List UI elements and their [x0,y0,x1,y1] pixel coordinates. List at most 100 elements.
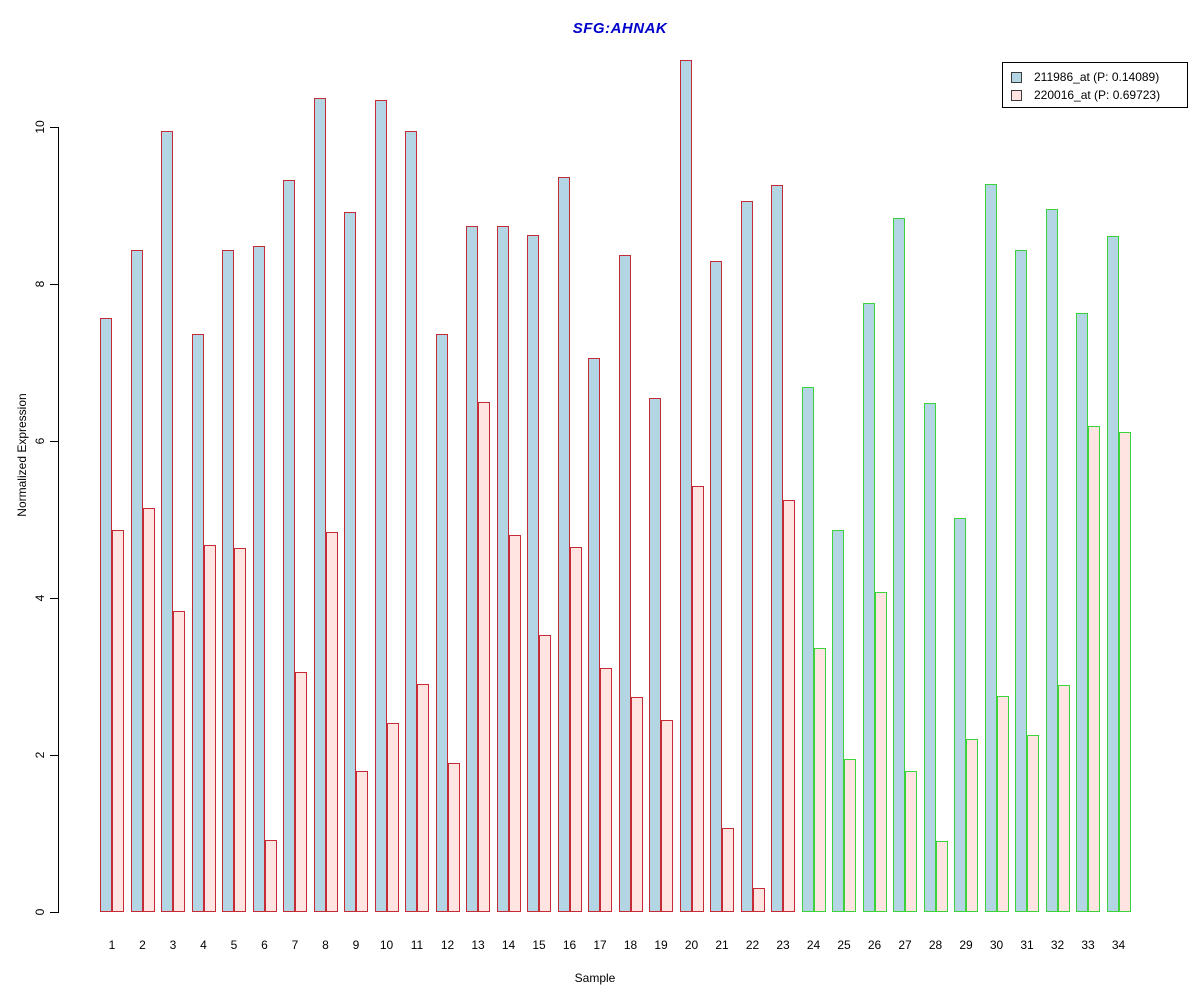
bar-series1-sample-7 [283,180,295,912]
x-tick-label: 11 [410,938,424,952]
bar-series1-sample-26 [862,303,875,912]
bar-series1-sample-32 [1045,209,1058,912]
legend-swatch-series1-icon [1011,71,1022,83]
y-axis-line [58,127,59,913]
bar-series2-sample-4 [203,545,216,912]
bar-series2-sample-24 [813,648,826,912]
x-tick-label: 34 [1111,938,1126,952]
x-tick-label: 4 [200,938,207,952]
bar-series1-sample-31 [1015,250,1027,912]
y-tick [50,755,58,756]
bar-series2-sample-5 [234,548,246,912]
bar-series1-sample-18 [618,255,631,912]
legend-item: 211986_at (P: 0.14089) [1011,68,1179,86]
x-tick-label: 2 [139,938,146,952]
x-tick-label: 26 [867,938,882,952]
bar-series2-sample-11 [417,684,429,912]
legend-item: 220016_at (P: 0.69723) [1011,86,1179,104]
x-tick-label: 6 [261,938,268,952]
bar-series2-sample-21 [722,828,734,912]
bar-series2-sample-22 [752,888,765,912]
legend-label-series1: 211986_at (P: 0.14089) [1034,70,1160,84]
x-tick-label: 7 [291,938,299,952]
bar-series2-sample-9 [356,771,368,912]
bar-series1-sample-23 [771,185,783,912]
chart-title: SFG:AHNAK [572,20,668,37]
bar-series2-sample-17 [600,668,612,912]
bar-series1-sample-25 [832,530,844,912]
x-tick-label: 20 [684,938,699,952]
bar-series1-sample-14 [496,226,509,912]
bar-series2-sample-8 [325,532,338,912]
bar-series2-sample-32 [1057,685,1070,912]
y-tick-label: 6 [33,437,47,445]
x-tick-label: 23 [776,938,790,952]
legend-label-series2: 220016_at (P: 0.69723) [1034,88,1161,102]
bar-series2-sample-29 [966,739,978,912]
bar-series2-sample-13 [478,402,490,912]
x-tick-label: 18 [623,938,638,952]
x-tick-label: 24 [806,938,821,952]
x-tick-label: 14 [501,938,516,952]
x-tick-label: 21 [715,938,729,952]
x-tick-label: 22 [745,938,760,952]
bar-series1-sample-12 [435,334,448,912]
x-tick-label: 9 [352,938,360,952]
bar-series1-sample-3 [161,131,173,912]
bar-series1-sample-2 [130,250,143,912]
bar-series1-sample-33 [1076,313,1088,912]
bar-series2-sample-34 [1118,432,1131,912]
x-tick-label: 25 [837,938,851,952]
bar-series1-sample-29 [954,518,966,912]
x-tick-label: 28 [928,938,943,952]
bar-series1-sample-27 [893,218,905,912]
bar-series2-sample-1 [112,530,124,912]
bar-series2-sample-20 [691,486,704,912]
y-tick-label: 0 [33,908,47,916]
bar-series2-sample-7 [295,672,307,912]
bar-series1-sample-15 [527,235,539,912]
y-tick-label: 10 [33,120,47,134]
bar-series1-sample-21 [710,261,722,912]
bar-series2-sample-27 [905,771,917,912]
bar-series1-sample-22 [740,201,753,912]
bar-series1-sample-11 [405,131,417,912]
bar-series2-sample-25 [844,759,856,912]
x-tick-label: 1 [108,938,116,952]
bar-series2-sample-2 [142,508,155,912]
bar-series1-sample-24 [801,387,814,912]
bar-series2-sample-26 [874,592,887,912]
legend-swatch-series2-icon [1011,89,1022,101]
bar-series1-sample-19 [649,398,661,912]
x-tick-label: 17 [593,938,607,952]
y-tick-label: 8 [33,280,47,288]
bar-series2-sample-28 [935,841,948,912]
x-tick-label: 29 [959,938,973,952]
bar-series2-sample-19 [661,720,673,912]
y-tick-label: 2 [33,751,47,759]
bar-series2-sample-23 [783,500,795,912]
x-tick-label: 8 [322,938,329,952]
y-tick [50,912,58,913]
bar-series1-sample-13 [466,226,478,912]
bar-series2-sample-33 [1088,426,1100,912]
x-tick-label: 27 [898,938,912,952]
bar-series2-sample-30 [996,696,1009,912]
bar-series1-sample-1 [100,318,112,912]
x-tick-label: 10 [379,938,394,952]
bar-series2-sample-3 [173,611,185,912]
bar-series2-sample-15 [539,635,551,912]
bar-series2-sample-12 [447,763,460,912]
bar-series1-sample-8 [313,98,326,912]
bar-series2-sample-16 [569,547,582,912]
bar-series1-sample-17 [588,358,600,912]
x-tick-label: 12 [440,938,455,952]
bar-series1-sample-5 [222,250,234,912]
x-tick-label: 30 [989,938,1004,952]
bar-series1-sample-30 [984,184,997,912]
bar-series1-sample-28 [923,403,936,912]
bar-series1-sample-34 [1106,236,1119,912]
bar-series2-sample-10 [386,723,399,912]
y-tick [50,441,58,442]
